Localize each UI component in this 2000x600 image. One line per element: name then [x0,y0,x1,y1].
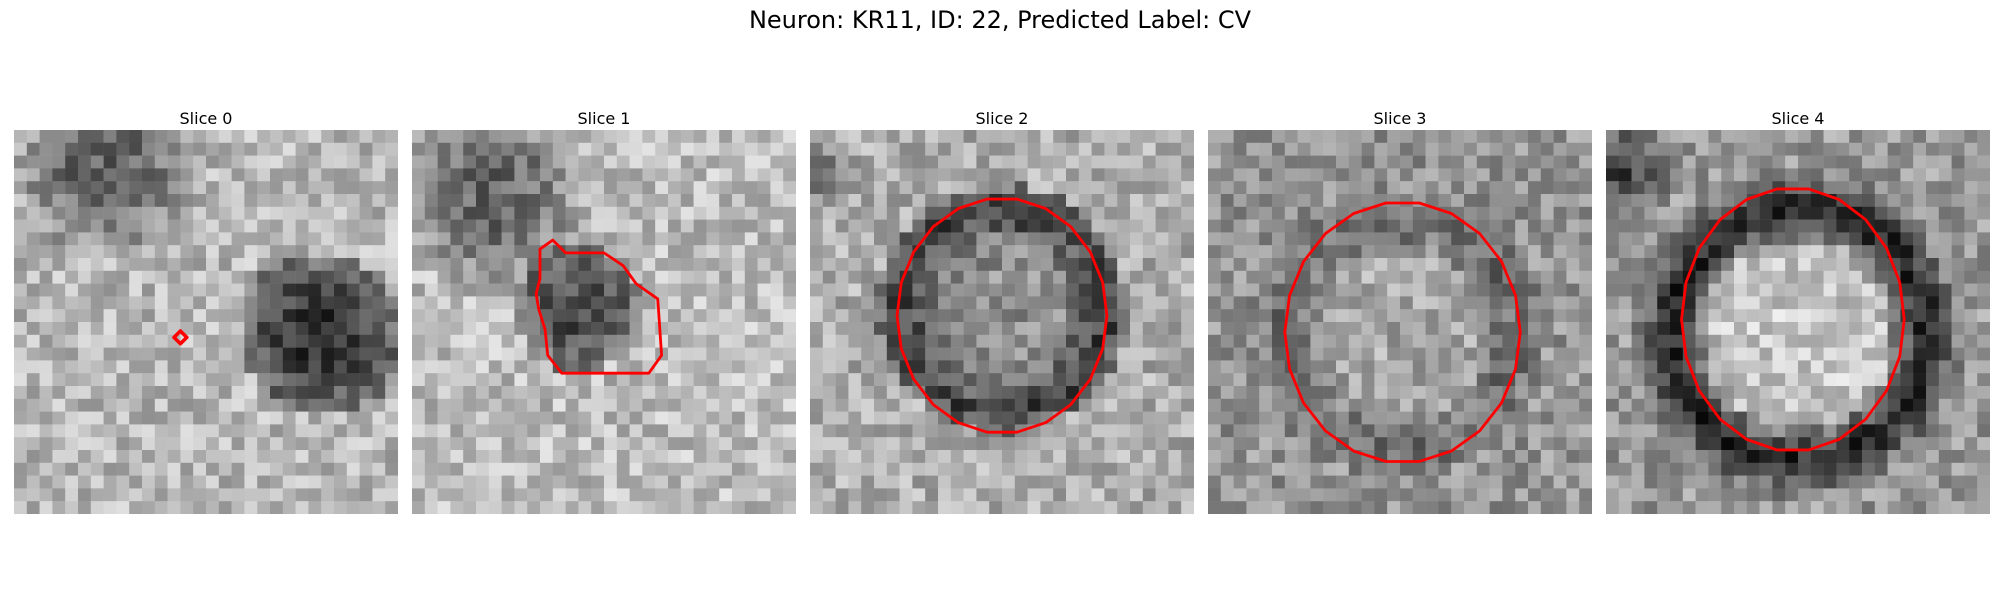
pixel-grid [1208,130,1592,514]
pixel-grid [810,130,1194,514]
panel-slice-2: Slice 2 [810,108,1194,514]
segmentation-contour [895,197,1109,434]
panel-title: Slice 1 [577,109,631,128]
microscopy-slice-image [1208,130,1592,514]
segmentation-contour [534,238,664,375]
panel-slice-1: Slice 1 [412,108,796,514]
segmentation-contour [1680,187,1906,452]
panel-slice-0: Slice 0 [14,108,398,514]
panel-title: Slice 3 [1373,109,1427,128]
panel-title: Slice 2 [975,109,1029,128]
microscopy-slice-image [1606,130,1990,514]
microscopy-slice-image [14,130,398,514]
segmentation-contour [172,329,189,346]
microscopy-slice-image [810,130,1194,514]
panel-title: Slice 4 [1771,109,1825,128]
microscopy-slice-image [412,130,796,514]
pixel-grid [412,130,796,514]
segmentation-contour [1283,201,1522,463]
figure-title: Neuron: KR11, ID: 22, Predicted Label: C… [748,6,1252,34]
pixel-grid [14,130,398,514]
panel-slice-3: Slice 3 [1208,108,1592,514]
panel-title: Slice 0 [179,109,233,128]
panel-slice-4: Slice 4 [1606,108,1990,514]
